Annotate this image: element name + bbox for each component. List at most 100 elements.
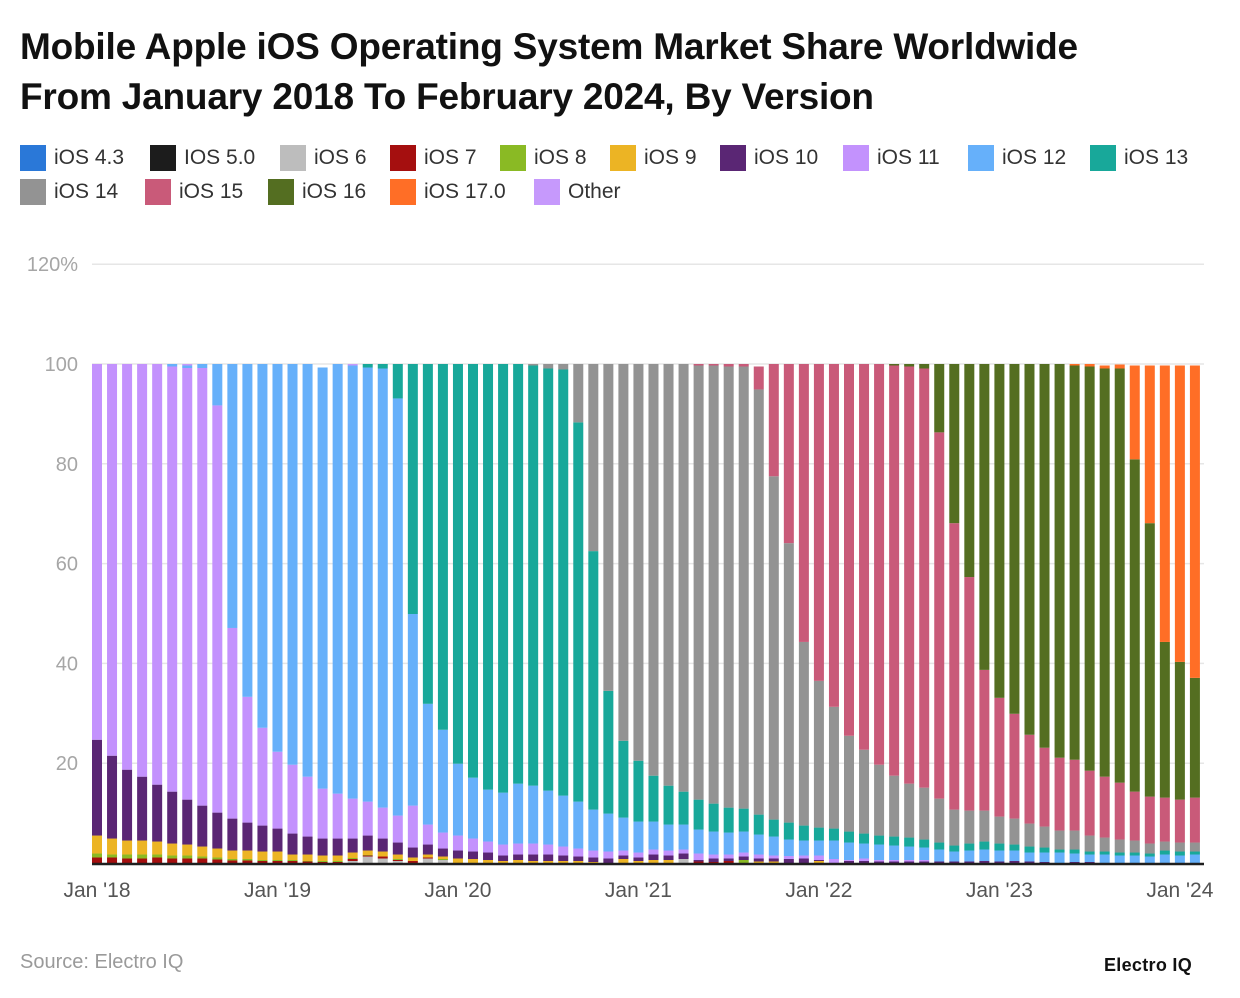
- bar-segment-ios-15: [934, 432, 945, 799]
- bar-segment-ios-9: [753, 861, 764, 863]
- bar-jan-2022: [813, 364, 824, 863]
- bar-segment-ios-11: [828, 859, 839, 863]
- bar-segment-ios-10: [483, 852, 494, 861]
- bar-segment-ios-12: [1144, 856, 1155, 863]
- bar-dec-2023: [1159, 365, 1170, 863]
- bar-segment-ios-17-0: [1129, 365, 1140, 460]
- bar-segment-ios-6: [437, 860, 448, 863]
- bar-segment-ios-16: [1129, 459, 1140, 792]
- bar-sep-2023: [1114, 364, 1125, 863]
- bar-segment-ios-9: [452, 858, 463, 863]
- bar-segment-ios-11: [422, 824, 433, 845]
- bar-segment-ios-11: [317, 788, 328, 839]
- bar-segment-ios-14: [1069, 830, 1080, 850]
- bar-segment-ios-10: [513, 854, 524, 861]
- bar-segment-ios-15: [904, 366, 915, 784]
- bar-segment-ios-12: [257, 364, 268, 728]
- bar-segment-ios-10: [648, 854, 659, 861]
- bar-segment-ios-9: [648, 860, 659, 863]
- bar-segment-ios-10: [994, 861, 1005, 863]
- bar-segment-ios-12: [573, 801, 584, 849]
- bar-segment-ios-7: [257, 861, 268, 863]
- bar-segment-ios-10: [934, 861, 945, 863]
- bar-segment-ios-7: [317, 862, 328, 863]
- bar-segment-ios-16: [1039, 364, 1050, 748]
- bar-segment-ios-14: [1174, 842, 1185, 852]
- bar-segment-ios-10: [1009, 861, 1020, 863]
- bar-segment-ios-7: [407, 861, 418, 863]
- bar-segment-ios-13: [738, 808, 749, 832]
- bar-segment-ios-7: [182, 858, 193, 863]
- bar-segment-ios-13: [723, 807, 734, 833]
- bar-mar-2018: [122, 364, 133, 863]
- bar-segment-ios-15: [1084, 770, 1095, 836]
- bar-may-2023: [1054, 364, 1065, 863]
- bar-segment-ios-9: [257, 851, 268, 861]
- bar-jan-2024: [1174, 365, 1185, 863]
- bar-segment-ios-10: [618, 855, 629, 860]
- legend-label: iOS 6: [314, 146, 367, 169]
- bar-segment-ios-12: [678, 824, 689, 850]
- bar-segment-ios-12: [212, 364, 223, 406]
- bar-segment-ios-13: [603, 690, 614, 814]
- bar-segment-ios-15: [1189, 797, 1200, 843]
- bar-segment-ios-11: [844, 860, 854, 862]
- bar-segment-ios-11: [468, 838, 478, 852]
- bar-segment-ios-15: [1039, 747, 1050, 827]
- bar-segment-ios-10: [452, 850, 463, 859]
- bar-jul-2022: [904, 364, 915, 863]
- legend-item-ios-9: iOS 9: [610, 144, 697, 172]
- bar-segment-ios-14: [964, 810, 975, 844]
- bar-segment-ios-7: [197, 858, 208, 863]
- legend-item-ios-11: iOS 11: [843, 144, 940, 172]
- bar-segment-ios-9: [633, 861, 644, 863]
- legend-item-ios-15: iOS 15: [145, 178, 243, 206]
- bar-segment-ios-16: [1144, 523, 1155, 797]
- bar-segment-ios-8: [242, 859, 253, 861]
- bar-segment-ios-15: [753, 366, 764, 390]
- bar-segment-ios-10: [392, 842, 403, 855]
- bar-segment-ios-10: [558, 855, 569, 862]
- bar-segment-ios-14: [588, 364, 599, 552]
- bar-segment-ios-12: [1039, 852, 1050, 863]
- bar-segment-ios-10: [874, 861, 885, 863]
- bar-segment-ios-12: [1099, 854, 1110, 863]
- bar-segment-ios-13: [783, 822, 794, 840]
- bar-segment-ios-11: [768, 855, 779, 859]
- bar-segment-ios-11: [663, 850, 674, 856]
- bar-segment-ios-15: [919, 368, 930, 788]
- bar-segment-ios-13: [1129, 852, 1140, 856]
- bar-segment-ios-7: [212, 859, 223, 863]
- bar-segment-ios-14: [1144, 843, 1155, 854]
- bar-segment-ios-7: [708, 862, 719, 863]
- bar-segment-ios-7: [723, 861, 734, 863]
- bar-segment-ios-10: [422, 844, 433, 855]
- bar-segment-ios-15: [708, 364, 719, 366]
- bar-nov-2020: [603, 364, 614, 863]
- bar-segment-ios-9: [483, 860, 494, 863]
- bar-segment-ios-8: [182, 855, 193, 859]
- bar-segment-ios-12: [452, 763, 463, 836]
- bar-segment-ios-13: [1039, 847, 1050, 853]
- bar-segment-ios-11: [212, 405, 223, 813]
- bar-segment-ios-15: [1114, 782, 1125, 840]
- legend-item-ios-4-3: iOS 4.3: [20, 144, 124, 172]
- legend-swatch: [150, 145, 176, 171]
- legend-label: iOS 12: [1002, 146, 1067, 169]
- y-tick-label: 100: [45, 354, 78, 376]
- bar-segment-ios-8: [392, 859, 403, 861]
- bar-segment-ios-12: [422, 703, 433, 825]
- bar-segment-ios-10: [528, 854, 539, 862]
- legend-item-ios-5-0: IOS 5.0: [150, 144, 255, 172]
- bar-feb-2021: [648, 364, 659, 863]
- legend-item-ios-13: iOS 13: [1090, 144, 1188, 172]
- bar-segment-ios-13: [979, 841, 990, 850]
- bar-aug-2018: [197, 364, 208, 863]
- bar-segment-ios-15: [979, 669, 990, 811]
- bar-segment-ios-12: [904, 846, 915, 861]
- legend-item-ios-7: iOS 7: [390, 144, 477, 172]
- bar-jun-2020: [528, 364, 539, 863]
- bar-segment-other: [347, 364, 358, 366]
- bar-segment-ios-9: [768, 861, 779, 863]
- bar-segment-ios-10: [212, 812, 223, 849]
